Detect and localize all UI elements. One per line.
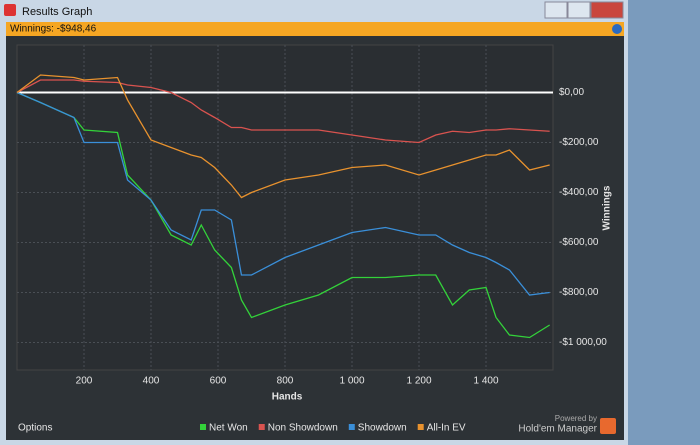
legend-swatch [258, 424, 265, 430]
help-icon[interactable] [612, 24, 622, 34]
x-tick-label: 1 000 [339, 376, 364, 387]
x-tick-label: 400 [143, 376, 160, 387]
y-tick-label: -$800,00 [559, 287, 599, 298]
legend-label: All-In EV [427, 423, 466, 434]
legend-label: Non Showdown [268, 423, 338, 434]
x-tick-label: 1 400 [473, 376, 498, 387]
options-button[interactable]: Options [18, 423, 52, 434]
legend-swatch [348, 424, 355, 430]
x-axis-label: Hands [272, 392, 303, 403]
series-line [16, 91, 550, 296]
legend-swatch [417, 424, 424, 430]
brand-logo [600, 418, 616, 434]
y-tick-label: -$600,00 [559, 237, 599, 248]
powered-by: Powered by [555, 414, 597, 423]
x-tick-label: 800 [277, 376, 294, 387]
series-line [16, 74, 550, 199]
y-tick-label: -$400,00 [559, 187, 599, 198]
close-button[interactable] [590, 1, 624, 19]
x-tick-label: 600 [210, 376, 227, 387]
series-line [16, 91, 550, 339]
legend-swatch [200, 424, 206, 430]
legend-label: Net Won [209, 423, 248, 434]
brand: Hold'em Manager [518, 424, 597, 435]
legend-label: Showdown [358, 423, 407, 434]
y-tick-label: $0,00 [559, 87, 584, 98]
plot-area [16, 44, 554, 371]
window-title: Results Graph [22, 6, 92, 18]
winnings-bar [6, 22, 624, 36]
y-axis-label: Winnings [602, 185, 613, 230]
x-tick-label: 1 200 [406, 376, 431, 387]
y-tick-label: -$1 000,00 [559, 337, 607, 348]
minimize-button[interactable] [544, 1, 568, 19]
x-tick-label: 200 [76, 376, 93, 387]
maximize-button[interactable] [567, 1, 591, 19]
winnings-text: Winnings: -$948,46 [10, 24, 97, 35]
app-icon [4, 4, 16, 16]
y-tick-label: -$200,00 [559, 137, 599, 148]
series-line [16, 79, 550, 144]
